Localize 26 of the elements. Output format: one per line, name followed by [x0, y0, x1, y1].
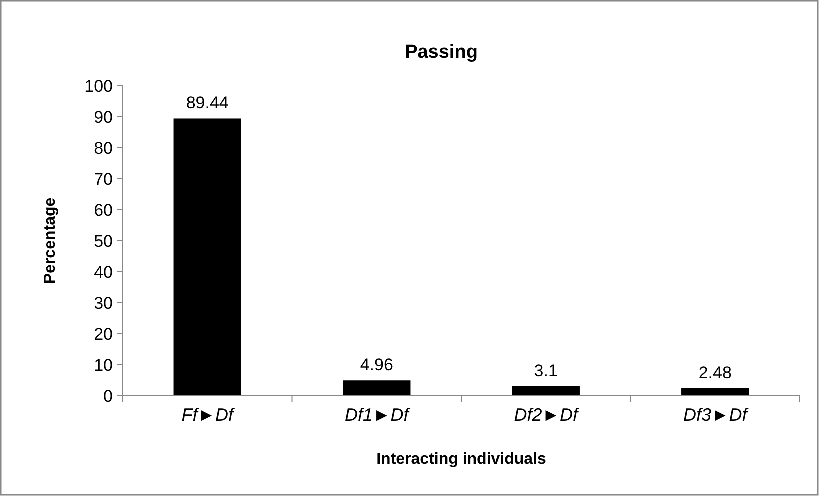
x-tick-label: Df2►Df	[514, 405, 580, 425]
y-tick-label: 30	[94, 294, 113, 313]
x-tick-label: Df3►Df	[683, 405, 750, 425]
data-label: 89.44	[186, 94, 229, 113]
data-label: 3.1	[534, 361, 558, 380]
y-tick-label: 100	[84, 76, 113, 96]
bar	[174, 118, 242, 396]
y-tick-label: 50	[94, 232, 113, 251]
x-tick-label: Df1►Df	[344, 405, 411, 425]
x-tick-label: Ff►Df	[182, 405, 236, 425]
y-tick-label: 20	[94, 324, 113, 344]
bar	[343, 380, 411, 396]
y-tick-label: 40	[94, 262, 113, 282]
chart-title: Passing	[405, 42, 478, 63]
y-tick-label: 90	[94, 108, 113, 127]
y-tick-label: 80	[94, 138, 113, 158]
y-tick-label: 0	[104, 386, 113, 406]
bar	[682, 388, 750, 396]
y-tick-label: 60	[94, 200, 113, 220]
y-axis-title: Percentage	[42, 198, 59, 284]
x-axis-title: Interacting individuals	[376, 451, 546, 468]
data-label: 4.96	[360, 356, 394, 375]
data-label: 2.48	[698, 363, 732, 382]
bar	[512, 386, 580, 396]
y-tick-label: 70	[94, 170, 113, 189]
y-tick-label: 10	[94, 356, 113, 375]
